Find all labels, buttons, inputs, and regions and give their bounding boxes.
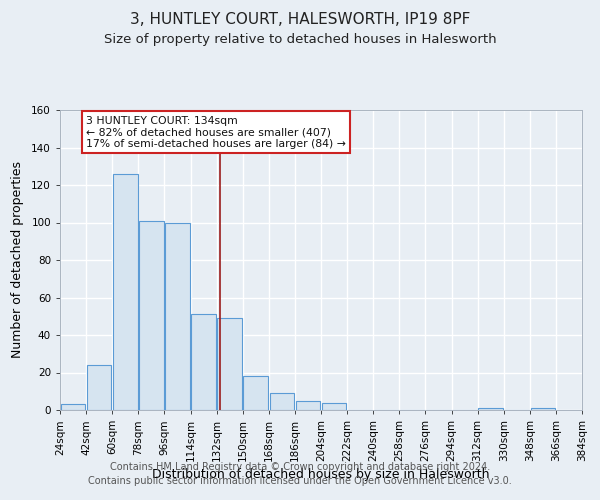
Bar [87,365,112,410]
Text: 3, HUNTLEY COURT, HALESWORTH, IP19 8PF: 3, HUNTLEY COURT, HALESWORTH, IP19 8PF [130,12,470,28]
Bar [530,408,555,410]
Bar [61,404,85,410]
Text: 3 HUNTLEY COURT: 134sqm
← 82% of detached houses are smaller (407)
17% of semi-d: 3 HUNTLEY COURT: 134sqm ← 82% of detache… [86,116,346,149]
Bar [296,400,320,410]
Bar [244,376,268,410]
Text: Contains public sector information licensed under the Open Government Licence v3: Contains public sector information licen… [88,476,512,486]
Bar [191,314,216,410]
Bar [139,220,164,410]
Bar [113,174,137,410]
Text: Size of property relative to detached houses in Halesworth: Size of property relative to detached ho… [104,32,496,46]
Text: Contains HM Land Registry data © Crown copyright and database right 2024.: Contains HM Land Registry data © Crown c… [110,462,490,472]
Bar [322,402,346,410]
Bar [165,222,190,410]
Bar [478,408,503,410]
Bar [269,393,294,410]
Bar [217,318,242,410]
X-axis label: Distribution of detached houses by size in Halesworth: Distribution of detached houses by size … [152,468,490,481]
Y-axis label: Number of detached properties: Number of detached properties [11,162,24,358]
